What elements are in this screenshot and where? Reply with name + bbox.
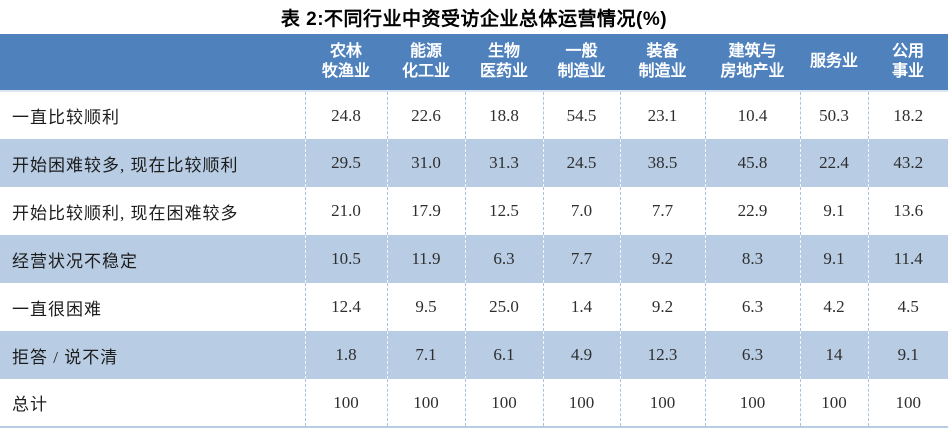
value-cell: 7.7 [542,235,620,283]
value-cell: 54.5 [542,91,620,139]
value-cell: 25.0 [464,283,543,331]
header-row: 农林 牧渔业 能源 化工业 生物 医药业 一般 制造业 装备 制造业 建筑与 房地产业 服务… [0,34,948,92]
value-cell: 31.0 [386,139,465,187]
row-label: 开始困难较多, 现在比较顺利 [12,155,239,175]
value-cell: 50.3 [799,91,868,139]
column-header: 能源 化工业 [387,34,465,92]
row-label: 开始比较顺利, 现在困难较多 [12,203,239,223]
table-row: 拒答 / 说不清 1.8 7.1 6.1 4.9 12.3 6.3 14 9.1 [0,331,948,379]
value-cell: 10.5 [304,235,387,283]
value-cell: 100 [799,379,868,427]
value-cell: 18.8 [464,91,543,139]
column-header: 生物 医药业 [465,34,543,92]
value-cell: 9.2 [619,235,705,283]
value-cell: 100 [304,379,387,427]
value-cell: 9.5 [386,283,465,331]
row-label: 经营状况不稳定 [12,251,138,271]
column-header: 建筑与 房地产业 [705,34,800,92]
value-cell: 100 [542,379,620,427]
value-cell: 22.6 [386,91,465,139]
value-cell: 17.9 [386,187,465,235]
value-cell: 8.3 [704,235,800,283]
corner-header-cell [0,34,305,92]
row-label: 一直比较顺利 [12,108,120,127]
value-cell: 23.1 [619,91,705,139]
value-cell: 6.3 [704,331,800,379]
value-cell: 12.4 [304,283,387,331]
value-cell: 100 [704,379,800,427]
value-cell: 11.4 [867,235,948,283]
value-cell: 7.0 [542,187,620,235]
value-cell: 7.7 [619,187,705,235]
table-row: 开始困难较多, 现在比较顺利 29.5 31.0 31.3 24.5 38.5 45.8 22… [0,139,948,187]
value-cell: 10.4 [704,91,800,139]
industry-operations-table: 农林 牧渔业 能源 化工业 生物 医药业 一般 制造业 装备 制造业 建筑与 房地产业 服务… [0,34,948,428]
row-label: 总计 [12,395,48,414]
value-cell: 4.2 [799,283,868,331]
value-cell: 7.1 [386,331,465,379]
value-cell: 12.5 [464,187,543,235]
value-cell: 24.5 [542,139,620,187]
column-header: 服务业 [800,34,868,92]
table-title: 表 2:不同行业中资受访企业总体运营情况(%) [280,8,668,30]
value-cell: 38.5 [619,139,705,187]
value-cell: 22.9 [704,187,800,235]
table-row: 一直比较顺利 24.8 22.6 18.8 54.5 23.1 10.4 50.3 18.2 [0,91,948,139]
value-cell: 31.3 [464,139,543,187]
table-row: 开始比较顺利, 现在困难较多 21.0 17.9 12.5 7.0 7.7 22.9 9.1 1… [0,187,948,235]
value-cell: 100 [619,379,705,427]
row-label: 拒答 / 说不清 [12,347,119,367]
row-label: 一直很困难 [12,299,102,319]
value-cell: 100 [867,379,948,427]
value-cell: 12.3 [619,331,705,379]
value-cell: 29.5 [304,139,387,187]
value-cell: 9.1 [799,235,868,283]
value-cell: 100 [464,379,543,427]
value-cell: 4.5 [867,283,948,331]
value-cell: 6.1 [464,331,543,379]
table-row: 经营状况不稳定 10.5 11.9 6.3 7.7 9.2 8.3 9.1 11.4 [0,235,948,283]
value-cell: 43.2 [867,139,948,187]
value-cell: 1.4 [542,283,620,331]
value-cell: 21.0 [304,187,387,235]
value-cell: 14 [799,331,868,379]
column-header: 一般 制造业 [543,34,620,92]
table-row: 总计 100 100 100 100 100 100 100 100 [0,379,948,427]
value-cell: 4.9 [542,331,620,379]
value-cell: 11.9 [386,235,465,283]
value-cell: 6.3 [464,235,543,283]
value-cell: 22.4 [799,139,868,187]
column-header: 装备 制造业 [620,34,705,92]
value-cell: 45.8 [704,139,800,187]
value-cell: 1.8 [304,331,387,379]
value-cell: 9.1 [867,331,948,379]
table-body: 一直比较顺利 24.8 22.6 18.8 54.5 23.1 10.4 50.3 18.2 开始… [0,91,948,427]
column-header: 农林 牧渔业 [305,34,387,92]
value-cell: 6.3 [704,283,800,331]
value-cell: 13.6 [867,187,948,235]
table-row: 一直很困难 12.4 9.5 25.0 1.4 9.2 6.3 4.2 4.5 [0,283,948,331]
column-header: 公用 事业 [868,34,948,92]
value-cell: 24.8 [304,91,387,139]
value-cell: 100 [386,379,465,427]
value-cell: 9.1 [799,187,868,235]
value-cell: 9.2 [619,283,705,331]
value-cell: 18.2 [867,91,948,139]
